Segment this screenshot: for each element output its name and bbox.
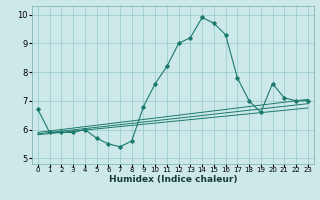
X-axis label: Humidex (Indice chaleur): Humidex (Indice chaleur): [108, 175, 237, 184]
